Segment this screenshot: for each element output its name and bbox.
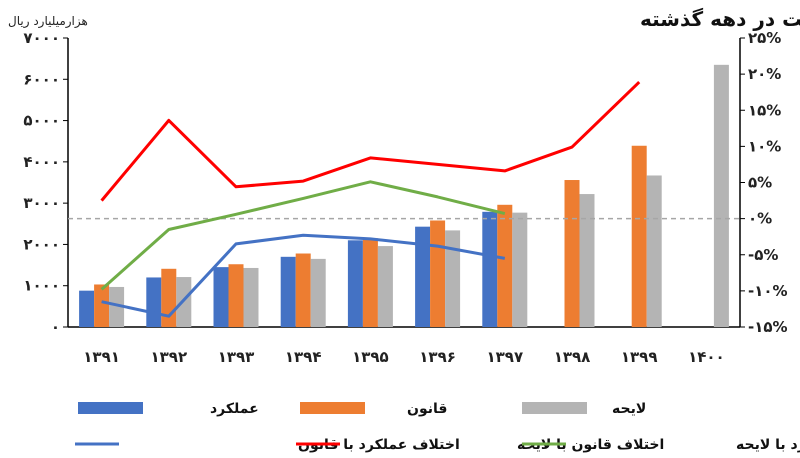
left-tick-label: ۶۰۰۰ [23,70,60,88]
legend-label: اختلاف عملکرد با لایحه [736,437,800,453]
x-tick-label: ۱۳۹۷ [486,348,523,366]
legend-label: عملکرد [210,401,259,417]
bar [497,204,513,327]
x-tick-label: ۱۳۹۱ [83,348,120,366]
left-tick-label: ۲۰۰۰ [23,235,60,253]
legend-swatch [78,402,143,414]
bar [310,258,326,327]
right-tick-label: ۵% [748,174,772,192]
legend-label: اختلاف قانون با لایحه [517,437,664,453]
legend-label: قانون [407,401,447,417]
left-tick-label: ۷۰۰۰ [23,29,60,47]
bar [213,267,229,327]
bar [161,268,177,327]
right-tick-label: -۵% [748,246,778,264]
legend-label: اختلاف عملکرد با قانون [298,437,460,453]
bar [377,246,393,327]
legend-swatch [300,402,365,414]
bar [631,145,647,327]
bar [347,240,363,327]
bar [646,175,662,327]
series-line [100,180,506,291]
left-tick-label: ۴۰۰۰ [23,153,60,171]
legend-label: لایحه [612,401,646,417]
bar [713,64,729,327]
bar [146,277,162,327]
bar [564,180,580,327]
bar [415,226,431,327]
right-tick-label: ۱۰% [748,137,781,155]
legend-swatch [522,402,587,414]
bar [362,238,378,327]
bar [280,256,296,327]
x-tick-label: ۱۳۹۳ [218,348,255,366]
x-tick-label: ۱۳۹۹ [621,348,658,366]
plot-area: ۰ ۱۰۰۰ ۲۰۰۰ ۳۰۰۰ ۴۰۰۰ ۵۰۰۰ ۶۰۰۰ ۷۰۰۰ -۱۵% -۱۰% -۵%… [23,29,787,366]
left-tick-label: ۱۰۰۰ [23,277,60,295]
right-tick-label: ۲۵% [748,29,781,47]
x-tick-label: ۱۳۹۵ [352,348,389,366]
left-tick-label: ۰ [51,318,60,336]
chart-title: شکل ۲– عملکرد هزینه ای دولت در دهه گذشته [640,7,800,31]
bar [445,230,461,327]
left-tick-label: ۵۰۰۰ [23,112,60,130]
right-tick-label: ۰% [748,210,772,228]
bar [430,220,446,327]
right-tick-label: -۱۰% [748,282,788,300]
right-tick-label: ۱۵% [748,101,781,119]
legend: عملکرد قانون لایحه اختلاف عملکرد با قانون اخ… [75,401,800,453]
bar [579,194,595,327]
right-tick-label: ۲۰% [748,65,781,83]
x-tick-label: ۱۳۹۲ [150,348,187,366]
bar [482,211,498,327]
bar [79,290,95,327]
right-tick-label: -۱۵% [748,318,788,336]
left-tick-label: ۳۰۰۰ [23,194,60,212]
x-tick-label: ۱۴۰۰ [688,348,725,366]
bar [243,267,259,327]
x-tick-label: ۱۳۹۴ [285,348,322,366]
series-line [100,81,641,202]
bar [512,212,528,327]
bar [109,286,125,327]
bar [295,253,311,327]
bar [94,284,110,327]
bar [228,264,244,327]
x-tick-label: ۱۳۹۸ [554,348,591,366]
x-tick-label: ۱۳۹۶ [419,348,456,366]
series-line [101,233,506,318]
y-axis-unit-label: هزارمیلیارد ریال [8,14,88,29]
